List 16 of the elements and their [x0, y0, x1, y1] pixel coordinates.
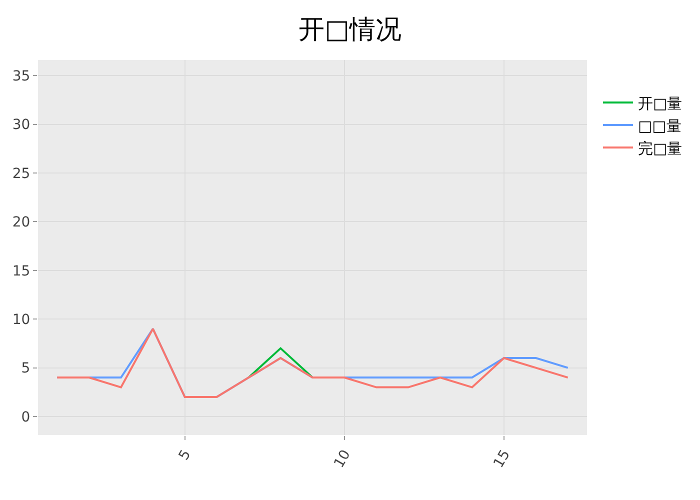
- chart-title: 开□情况: [298, 15, 402, 46]
- y-tick-label: 15: [12, 263, 30, 280]
- x-tick-label: 10: [331, 447, 354, 471]
- legend-label: □□量: [638, 116, 682, 135]
- y-tick-label: 0: [21, 409, 30, 426]
- x-tick-label: 5: [176, 447, 194, 464]
- y-tick-label: 5: [21, 360, 30, 377]
- legend-label: 开□量: [638, 94, 682, 112]
- y-tick-label: 35: [12, 68, 30, 84]
- x-tick-label: 15: [490, 447, 514, 471]
- y-tick-label: 30: [12, 117, 30, 134]
- line-series: [56, 328, 569, 398]
- y-tick-label: 10: [12, 312, 30, 328]
- y-tick-label: 25: [12, 166, 30, 182]
- legend-label: 完□量: [638, 139, 682, 158]
- y-tick-label: 20: [12, 214, 30, 231]
